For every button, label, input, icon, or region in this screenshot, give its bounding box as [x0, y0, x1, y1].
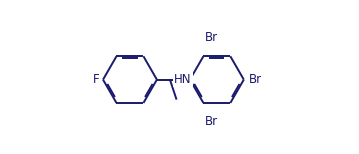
Text: Br: Br [249, 73, 262, 86]
Text: Br: Br [205, 115, 218, 128]
Text: HN: HN [174, 73, 192, 86]
Text: F: F [93, 73, 100, 86]
Text: Br: Br [205, 31, 218, 44]
